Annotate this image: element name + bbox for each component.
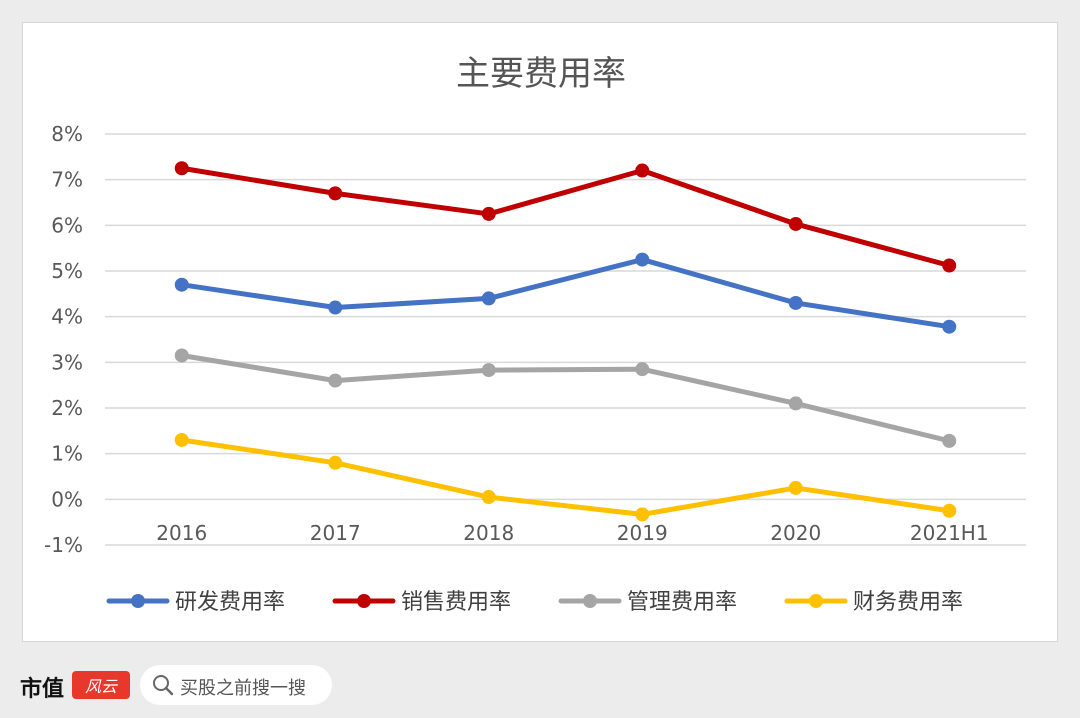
- legend-item-0[interactable]: 研发费用率: [106, 590, 285, 615]
- data-point: [788, 216, 803, 231]
- data-point: [788, 295, 803, 310]
- y-tick-label: -1%: [44, 533, 83, 557]
- y-tick-label: 1%: [51, 442, 83, 466]
- series-2: [174, 348, 957, 448]
- search-box[interactable]: 买股之前搜一搜: [140, 665, 332, 705]
- data-point: [942, 319, 957, 334]
- data-point: [942, 433, 957, 448]
- x-tick-label: 2017: [310, 521, 361, 545]
- series-0: [174, 252, 957, 334]
- legend-label: 管理费用率: [627, 590, 737, 615]
- series-3: [174, 432, 957, 522]
- data-point: [174, 348, 189, 363]
- series-line: [179, 165, 952, 269]
- data-point: [174, 432, 189, 447]
- x-tick-label: 2019: [617, 521, 668, 545]
- search-icon: [153, 675, 174, 696]
- y-tick-label: 3%: [51, 350, 83, 374]
- legend-item-1[interactable]: 销售费用率: [332, 590, 511, 615]
- data-point: [174, 277, 189, 292]
- legend-label: 研发费用率: [175, 590, 285, 615]
- y-axis-ticks: 8% 7% 6% 5% 4% 3% 2% 1% 0% -1%: [44, 122, 83, 557]
- series-line: [179, 352, 952, 444]
- data-point: [635, 252, 650, 267]
- legend-item-3[interactable]: 财务费用率: [784, 590, 963, 615]
- x-tick-label: 2016: [156, 521, 207, 545]
- y-tick-label: 7%: [51, 168, 83, 192]
- search-placeholder: 买股之前搜一搜: [180, 678, 306, 699]
- data-point: [788, 480, 803, 495]
- series-line: [179, 257, 952, 330]
- data-point: [328, 373, 343, 388]
- data-point: [328, 455, 343, 470]
- data-point: [328, 186, 343, 201]
- y-tick-label: 6%: [51, 213, 83, 237]
- y-tick-label: 0%: [51, 487, 83, 511]
- y-tick-label: 4%: [51, 305, 83, 329]
- legend-marker: [583, 594, 597, 608]
- x-tick-label: 2021H1: [910, 521, 989, 545]
- data-point: [328, 300, 343, 315]
- data-point: [635, 362, 650, 377]
- data-point: [942, 503, 957, 518]
- legend-label: 销售费用率: [401, 590, 511, 615]
- data-point: [635, 163, 650, 178]
- x-axis-ticks: 2016 2017 2018 2019 2020 2021H1: [156, 521, 988, 545]
- brand-logo: 风云: [72, 671, 130, 699]
- legend-marker: [357, 594, 371, 608]
- data-point: [635, 507, 650, 522]
- data-point: [481, 291, 496, 306]
- legend-marker: [131, 594, 145, 608]
- x-tick-label: 2020: [770, 521, 821, 545]
- series-layer: [174, 161, 957, 522]
- x-tick-label: 2018: [463, 521, 514, 545]
- gridlines: [105, 133, 1026, 546]
- chart-card: 主要费用率 8% 7% 6% 5% 4% 3% 2% 1% 0% -1% 2016 2017 2018…: [22, 22, 1058, 642]
- data-point: [942, 258, 957, 273]
- legend-item-2[interactable]: 管理费用率: [558, 590, 737, 615]
- brand-name: 市值: [20, 677, 65, 702]
- data-point: [788, 396, 803, 411]
- data-point: [481, 363, 496, 378]
- series-1: [174, 161, 957, 273]
- y-tick-label: 8%: [51, 122, 83, 146]
- y-tick-label: 2%: [51, 396, 83, 420]
- data-point: [481, 490, 496, 505]
- y-tick-label: 5%: [51, 259, 83, 283]
- line-chart: 主要费用率 8% 7% 6% 5% 4% 3% 2% 1% 0% -1% 2016 2017 2018…: [44, 54, 1026, 615]
- legend-marker: [809, 594, 823, 608]
- footer: 市值 风云 买股之前搜一搜: [0, 650, 1080, 718]
- legend[interactable]: 研发费用率 销售费用率 管理费用率 财务费用率: [106, 590, 963, 615]
- data-point: [174, 161, 189, 176]
- chart-title: 主要费用率: [456, 54, 626, 94]
- series-line: [179, 437, 952, 517]
- data-point: [481, 206, 496, 221]
- legend-label: 财务费用率: [853, 590, 963, 615]
